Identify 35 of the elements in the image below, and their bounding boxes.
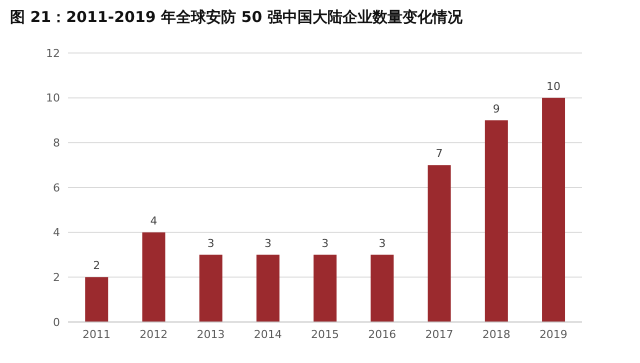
bar [314,254,337,322]
x-tick-label: 2018 [482,328,510,341]
data-label: 3 [264,236,272,250]
bar [484,120,508,322]
x-tick-label: 2016 [368,328,396,341]
x-tick-label: 2012 [140,328,168,341]
x-tick-label: 2014 [254,328,282,341]
x-tick-label: 2011 [82,328,111,341]
bar [85,277,108,322]
y-tick-label: 6 [53,181,60,194]
bar [370,254,394,322]
bar [199,254,222,322]
x-tick-label: 2017 [425,328,454,341]
bar [256,254,280,322]
bar [542,98,566,322]
data-label: 10 [546,80,561,93]
y-tick-label: 8 [53,136,60,150]
data-label: 2 [93,259,100,272]
x-tick-label: 2015 [311,328,339,341]
chart-title: 图 21：2011-2019 年全球安防 50 强中国大陆企业数量变化情况 [9,8,464,28]
data-label: 3 [322,236,329,250]
data-label: 4 [150,214,158,228]
y-tick-label: 10 [46,92,60,105]
data-label: 9 [492,102,500,116]
data-label: 3 [207,236,214,250]
y-tick-label: 4 [53,226,60,240]
bar [428,165,451,322]
x-tick-label: 2013 [196,328,225,341]
y-tick-label: 12 [46,46,60,60]
data-label: 3 [378,236,386,250]
x-tick-label: 2019 [539,328,568,341]
bar [142,232,166,322]
y-tick-label: 0 [53,316,60,329]
y-tick-label: 2 [53,271,60,284]
data-label: 7 [436,147,443,160]
